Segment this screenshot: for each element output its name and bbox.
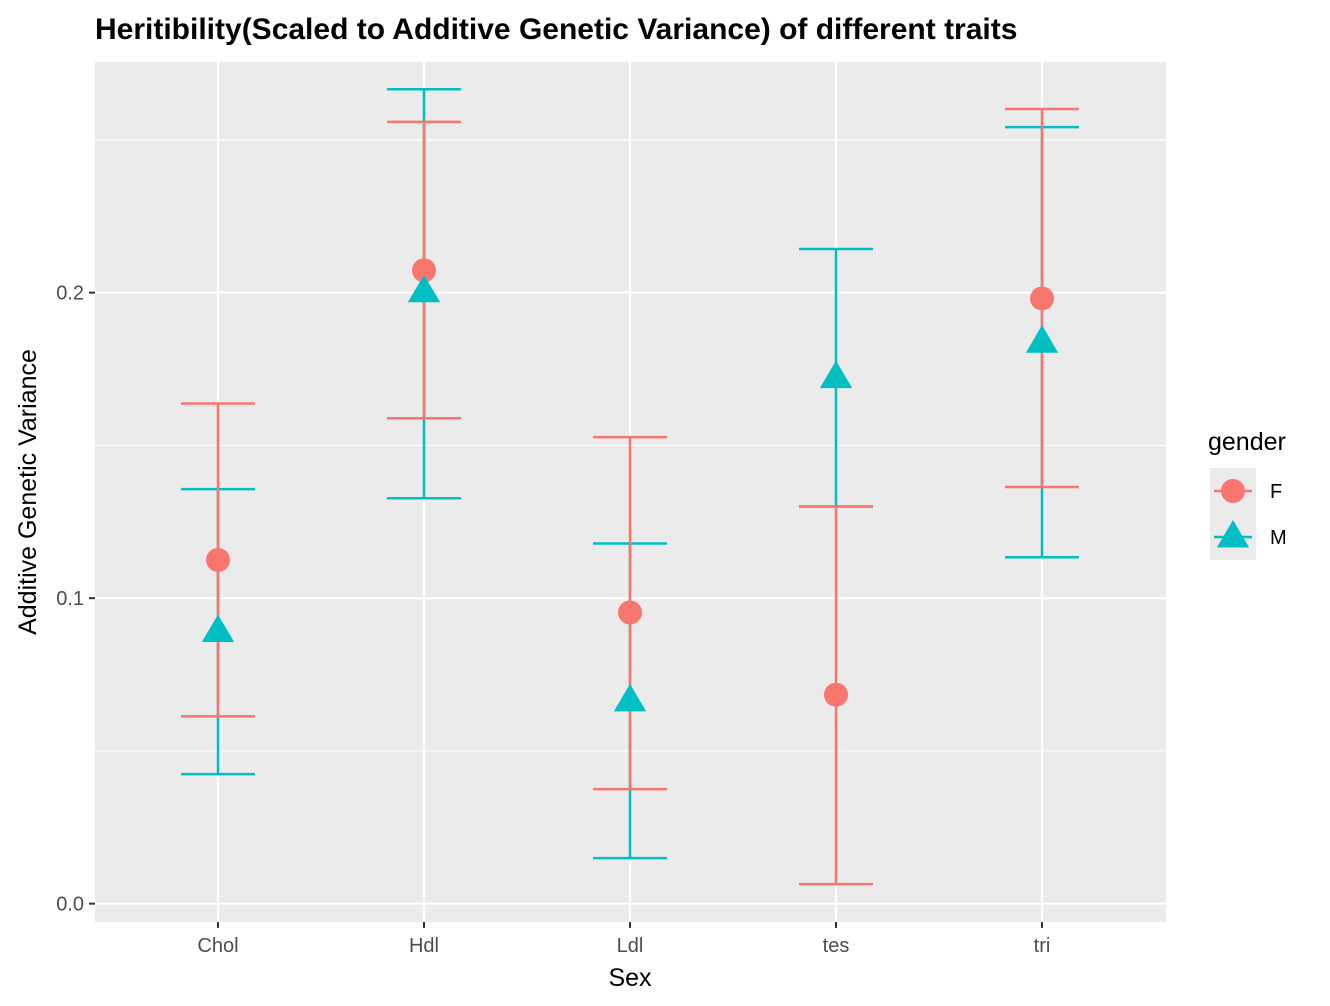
x-tick-label: tes — [823, 935, 850, 957]
x-axis-title: Sex — [608, 964, 652, 992]
x-tick-label: Ldl — [617, 935, 644, 957]
legend-marker-f — [1221, 479, 1245, 503]
y-tick-label: 0.0 — [56, 894, 84, 916]
point-m — [819, 360, 853, 389]
legend-marker-m — [1216, 520, 1250, 548]
x-tick-label: tri — [1034, 935, 1051, 957]
x-tick-label: Chol — [197, 935, 238, 957]
y-axis: 0.0 0.1 0.2 — [56, 283, 95, 916]
x-axis: Chol Hdl Ldl tes tri — [197, 922, 1050, 957]
legend: gender F M — [1208, 428, 1287, 560]
series-layer — [181, 87, 1079, 886]
point-m — [1025, 325, 1059, 353]
x-tick-label: Hdl — [409, 935, 439, 957]
point-f — [206, 547, 230, 572]
point-f — [824, 682, 848, 707]
y-axis-title: Additive Genetic Variance — [14, 349, 42, 635]
point-m — [407, 274, 441, 303]
point-f — [618, 600, 642, 625]
point-f — [1030, 286, 1054, 311]
y-tick-label: 0.2 — [56, 283, 84, 305]
point-f — [412, 258, 436, 283]
y-tick-label: 0.1 — [56, 588, 84, 610]
legend-label-m: M — [1270, 527, 1287, 549]
chart-title: Heritibility(Scaled to Additive Genetic … — [95, 13, 1017, 46]
legend-title: gender — [1208, 428, 1286, 456]
legend-label-f: F — [1270, 481, 1282, 503]
point-m — [201, 614, 235, 643]
point-m — [613, 683, 647, 712]
